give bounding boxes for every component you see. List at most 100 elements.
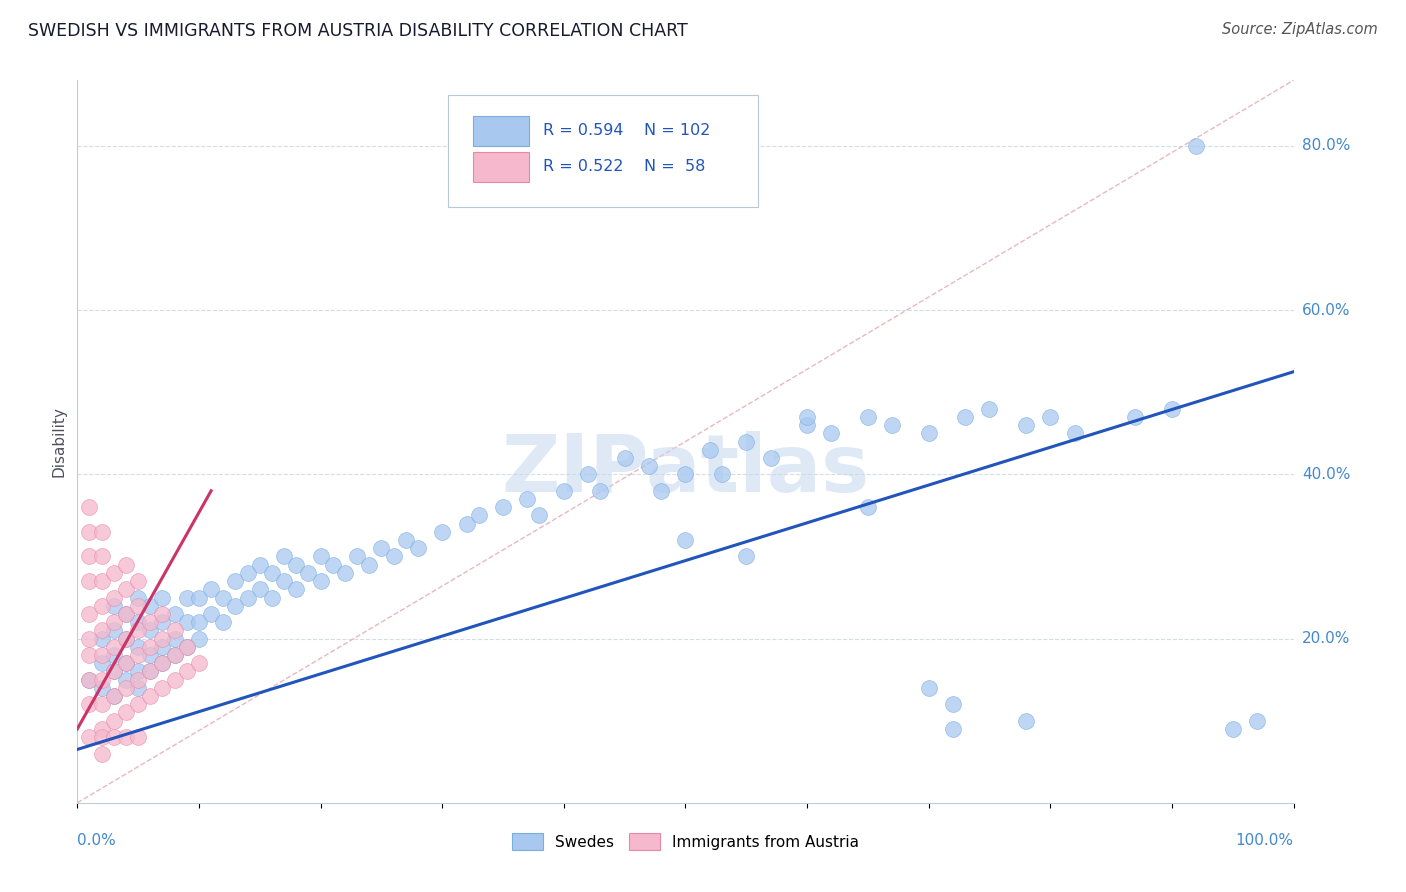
FancyBboxPatch shape [472,116,529,146]
Point [79,673,101,687]
Point [359,558,381,572]
Point [406,541,429,556]
Point [163,607,186,621]
Point [90,747,112,761]
Point [553,483,575,498]
Point [309,549,332,564]
Point [79,549,101,564]
Point [127,640,149,654]
Point [90,681,112,695]
Y-axis label: Disability: Disability [51,406,66,477]
Point [115,657,138,671]
Point [188,632,211,646]
Point [139,615,162,630]
Point [759,450,782,465]
Point [200,607,222,621]
Point [589,483,612,498]
Point [139,648,162,662]
Point [979,401,1001,416]
Point [152,657,174,671]
Point [249,582,271,597]
Point [115,632,138,646]
Point [79,524,101,539]
Point [188,657,211,671]
Point [103,730,125,744]
Text: 60.0%: 60.0% [1302,302,1350,318]
Point [152,640,174,654]
Point [856,409,879,424]
Point [918,426,941,441]
Point [285,558,308,572]
Point [1185,139,1208,153]
Point [115,558,138,572]
Text: 100.0%: 100.0% [1236,833,1294,848]
Point [127,665,149,679]
Point [430,524,453,539]
Point [249,558,271,572]
Point [139,665,162,679]
Point [79,698,101,712]
Point [152,681,174,695]
Point [188,615,211,630]
Point [467,508,489,523]
Point [212,591,235,605]
Point [163,632,186,646]
Point [127,648,149,662]
Point [856,500,879,515]
Point [79,574,101,588]
Point [103,624,125,638]
Point [152,591,174,605]
Point [103,665,125,679]
Point [820,426,842,441]
Point [699,442,721,457]
Point [79,632,101,646]
Point [613,450,636,465]
Point [163,648,186,662]
Point [382,549,405,564]
Point [115,607,138,621]
Point [176,665,198,679]
Point [796,409,818,424]
Legend: Swedes, Immigrants from Austria: Swedes, Immigrants from Austria [506,827,865,856]
Point [942,722,965,736]
Point [260,566,283,580]
Point [127,615,149,630]
Text: 0.0%: 0.0% [77,833,117,848]
Point [576,467,599,482]
Point [115,657,138,671]
Point [309,574,332,588]
Point [90,524,112,539]
Point [1222,722,1244,736]
Point [152,657,174,671]
Point [200,582,222,597]
Point [115,730,138,744]
Text: Source: ZipAtlas.com: Source: ZipAtlas.com [1222,22,1378,37]
Point [139,624,162,638]
Point [1039,409,1062,424]
Point [395,533,418,547]
Text: SWEDISH VS IMMIGRANTS FROM AUSTRIA DISABILITY CORRELATION CHART: SWEDISH VS IMMIGRANTS FROM AUSTRIA DISAB… [28,22,688,40]
Point [115,582,138,597]
Point [273,574,295,588]
Point [236,566,259,580]
Point [103,640,125,654]
Point [103,648,125,662]
Point [333,566,356,580]
Point [638,459,661,474]
Point [90,698,112,712]
Point [103,689,125,703]
Point [176,640,198,654]
Point [103,714,125,728]
Text: 20.0%: 20.0% [1302,632,1350,646]
Point [224,574,246,588]
Point [79,673,101,687]
Point [139,689,162,703]
Point [79,648,101,662]
Point [90,722,112,736]
Point [127,624,149,638]
Point [90,657,112,671]
Text: 80.0%: 80.0% [1302,138,1350,153]
Point [942,698,965,712]
Point [163,648,186,662]
Point [115,681,138,695]
